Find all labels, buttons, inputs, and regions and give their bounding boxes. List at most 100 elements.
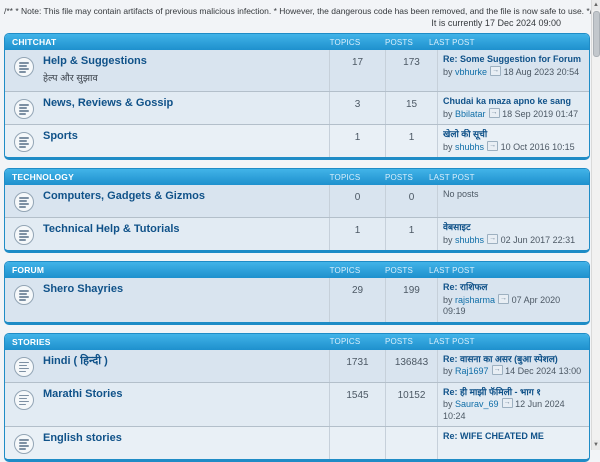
column-header-topics: TOPICS: [317, 266, 373, 275]
scrollbar-thumb[interactable]: [593, 11, 600, 57]
forum-name-link[interactable]: Hindi ( हिन्दी ): [43, 355, 108, 368]
topics-count: 17: [329, 50, 385, 91]
last-post-title-link[interactable]: Re: ही माझी फॅमिली - भाग १: [443, 387, 585, 399]
posts-count: 10152: [385, 383, 437, 427]
last-post-cell: Chudai ka maza apno ke sang by Bbilatar …: [437, 92, 589, 124]
forum-row: Shero Shayries 29 199 Re: राशिफल by rajs…: [5, 278, 589, 322]
topics-count: 0: [329, 185, 385, 217]
scroll-up-arrow-icon[interactable]: ▲: [592, 0, 600, 10]
goto-last-post-icon[interactable]: [498, 294, 509, 304]
last-post-byline: by Saurav_69: [443, 399, 515, 409]
last-post-user-link[interactable]: vbhurke: [455, 67, 487, 77]
last-post-title-link[interactable]: वेबसाइट: [443, 222, 585, 234]
last-post-title-link[interactable]: खेलो की सूची: [443, 129, 585, 141]
category-rows: Hindi ( हिन्दी ) 1731 136843 Re: वासना क…: [5, 350, 589, 460]
goto-last-post-icon[interactable]: [487, 141, 498, 151]
last-post-byline: by shubhs: [443, 142, 501, 152]
category-rows: Shero Shayries 29 199 Re: राशिफल by rajs…: [5, 278, 589, 322]
forum-info: Computers, Gadgets & Gizmos: [43, 190, 205, 203]
last-post-cell: वेबसाइट by shubhs 02 Jun 2017 22:31: [437, 218, 589, 250]
forum-name-link[interactable]: Marathi Stories: [43, 388, 122, 401]
last-post-user-link[interactable]: Saurav_69: [455, 399, 499, 409]
column-header-topics: TOPICS: [317, 337, 373, 346]
category-title[interactable]: TECHNOLOGY: [12, 172, 317, 182]
forum-row: Help & Suggestions हेल्प और सुझाव 17 173…: [5, 50, 589, 91]
forum-info: English stories: [43, 432, 122, 445]
last-post-cell: खेलो की सूची by shubhs 10 Oct 2016 10:15: [437, 125, 589, 157]
forum-name-link[interactable]: Computers, Gadgets & Gizmos: [43, 190, 205, 203]
last-post-cell: Re: राशिफल by rajsharma 07 Apr 2020 09:1…: [437, 278, 589, 322]
category-title[interactable]: FORUM: [12, 265, 317, 275]
last-post-byline: by rajsharma: [443, 295, 512, 305]
category-header-bar: STORIES TOPICS POSTS LAST POST: [5, 334, 589, 350]
forum-cell: Hindi ( हिन्दी ): [5, 350, 329, 382]
last-post-title-link[interactable]: Re: राशिफल: [443, 282, 585, 294]
forum-topic-icon: [14, 390, 34, 410]
last-post-date: 18 Aug 2023 20:54: [504, 67, 580, 77]
no-posts-text: No posts: [443, 189, 479, 199]
last-post-date: 10 Oct 2016 10:15: [501, 142, 575, 152]
last-post-date: 18 Sep 2019 01:47: [502, 109, 578, 119]
forum-row: Marathi Stories 1545 10152 Re: ही माझी फ…: [5, 382, 589, 427]
forum-name-link[interactable]: Help & Suggestions: [43, 55, 147, 68]
last-post-user-link[interactable]: shubhs: [455, 142, 484, 152]
goto-last-post-icon[interactable]: [502, 398, 513, 408]
forum-cell: Help & Suggestions हेल्प और सुझाव: [5, 50, 329, 91]
by-label: by: [443, 235, 453, 245]
forum-topic-icon: [14, 99, 34, 119]
infection-note-text: /** * Note: This file may contain artifa…: [4, 5, 561, 17]
vertical-scrollbar[interactable]: ▲ ▼: [591, 0, 600, 450]
forum-name-link[interactable]: Technical Help & Tutorials: [43, 223, 180, 236]
forum-topic-icon: [14, 357, 34, 377]
forum-name-link[interactable]: Shero Shayries: [43, 283, 123, 296]
posts-count: 15: [385, 92, 437, 124]
column-header-last-post: LAST POST: [425, 173, 581, 182]
last-post-cell: No posts: [437, 185, 589, 217]
posts-count: [385, 427, 437, 459]
goto-last-post-icon[interactable]: [487, 234, 498, 244]
forum-list: CHITCHAT TOPICS POSTS LAST POST Help & S…: [0, 33, 591, 462]
last-post-title-link[interactable]: Chudai ka maza apno ke sang: [443, 96, 585, 108]
forum-name-link[interactable]: Sports: [43, 130, 78, 143]
topics-count: 1731: [329, 350, 385, 382]
category-header-bar: FORUM TOPICS POSTS LAST POST: [5, 262, 589, 278]
column-header-topics: TOPICS: [317, 173, 373, 182]
last-post-title-link[interactable]: Re: वासना का असर (बुआ स्पेशल): [443, 354, 585, 366]
category-title[interactable]: CHITCHAT: [12, 37, 317, 47]
topics-count: 1: [329, 125, 385, 157]
forum-row: News, Reviews & Gossip 3 15 Chudai ka ma…: [5, 91, 589, 124]
posts-count: 1: [385, 125, 437, 157]
scroll-down-arrow-icon[interactable]: ▼: [592, 440, 600, 450]
posts-count: 136843: [385, 350, 437, 382]
last-post-user-link[interactable]: rajsharma: [455, 295, 495, 305]
posts-count: 1: [385, 218, 437, 250]
column-header-posts: POSTS: [373, 38, 425, 47]
forum-topic-icon: [14, 434, 34, 454]
last-post-user-link[interactable]: Bbilatar: [455, 109, 486, 119]
forum-info: Technical Help & Tutorials: [43, 223, 180, 236]
last-post-cell: Re: WIFE CHEATED ME: [437, 427, 589, 459]
forum-name-link[interactable]: News, Reviews & Gossip: [43, 97, 173, 110]
last-post-user-link[interactable]: Raj1697: [455, 366, 489, 376]
forum-name-link[interactable]: English stories: [43, 432, 122, 445]
goto-last-post-icon[interactable]: [490, 66, 501, 76]
last-post-user-link[interactable]: shubhs: [455, 235, 484, 245]
by-label: by: [443, 142, 453, 152]
forum-row: Computers, Gadgets & Gizmos 0 0 No posts: [5, 185, 589, 217]
forum-row: Sports 1 1 खेलो की सूची by shubhs 10 Oct…: [5, 124, 589, 157]
topics-count: [329, 427, 385, 459]
forum-row: Technical Help & Tutorials 1 1 वेबसाइट b…: [5, 217, 589, 250]
column-header-posts: POSTS: [373, 266, 425, 275]
forum-cell: Technical Help & Tutorials: [5, 218, 329, 250]
last-post-byline: by Bbilatar: [443, 109, 502, 119]
last-post-title-link[interactable]: Re: WIFE CHEATED ME: [443, 431, 585, 443]
category-title[interactable]: STORIES: [12, 337, 317, 347]
column-header-posts: POSTS: [373, 173, 425, 182]
last-post-title-link[interactable]: Re: Some Suggestion for Forum: [443, 54, 585, 66]
forum-topic-icon: [14, 57, 34, 77]
by-label: by: [443, 399, 453, 409]
goto-last-post-icon[interactable]: [489, 108, 500, 118]
goto-last-post-icon[interactable]: [492, 365, 503, 375]
column-header-last-post: LAST POST: [425, 38, 581, 47]
